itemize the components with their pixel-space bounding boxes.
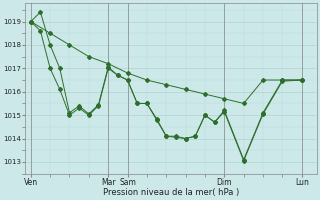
X-axis label: Pression niveau de la mer( hPa ): Pression niveau de la mer( hPa ) — [103, 188, 239, 197]
